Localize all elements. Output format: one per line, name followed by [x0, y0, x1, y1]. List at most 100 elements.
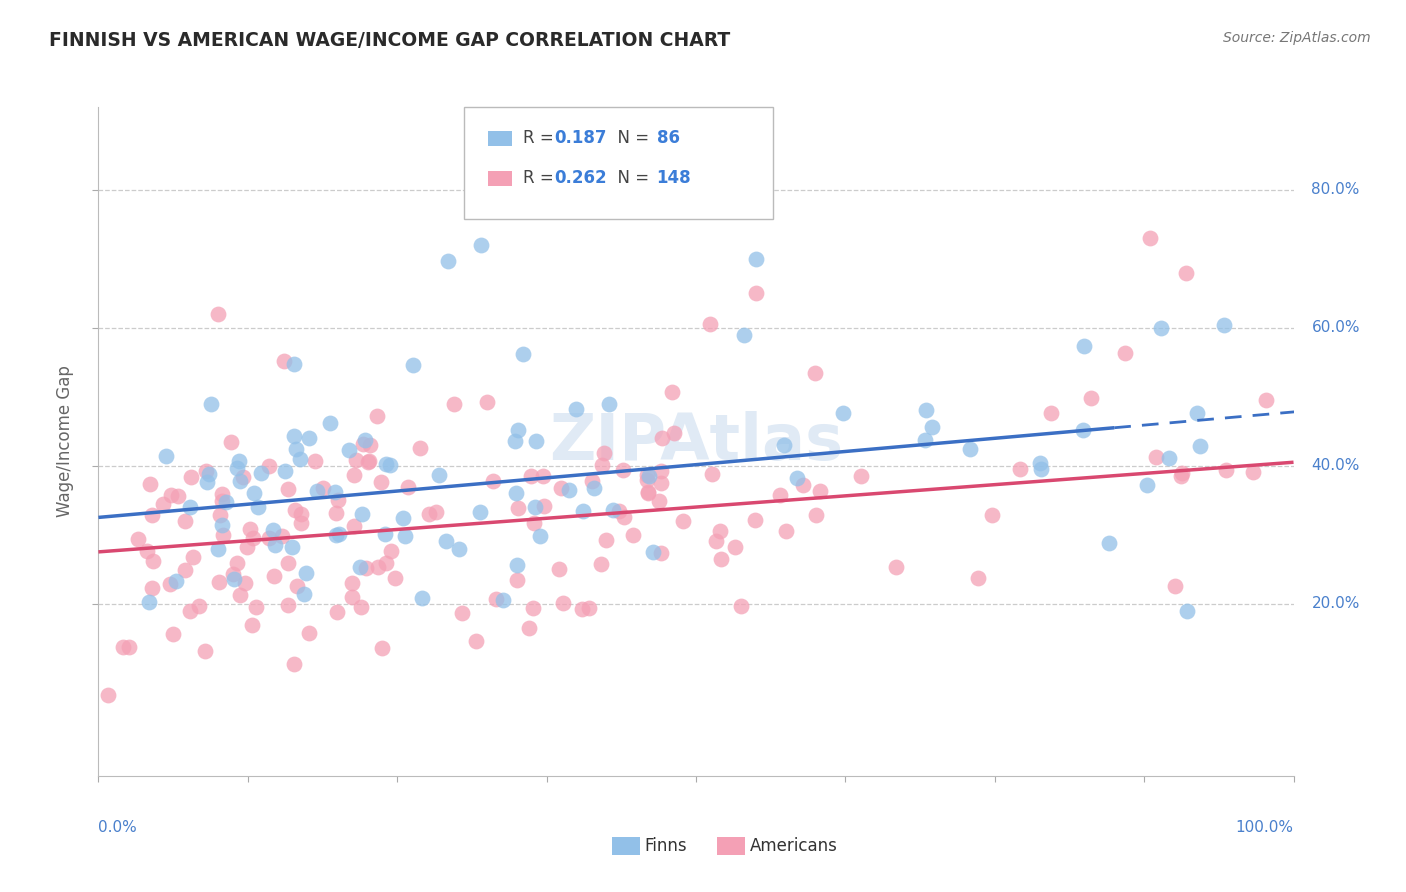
Point	[1215, 463, 1237, 477]
Point	[138, 595, 160, 609]
Point	[337, 442, 360, 457]
Point	[380, 544, 402, 558]
Point	[418, 508, 440, 522]
Point	[359, 453, 381, 467]
Point	[325, 506, 347, 520]
Point	[242, 531, 264, 545]
Text: 0.0%: 0.0%	[98, 820, 138, 835]
Point	[1185, 406, 1208, 420]
Point	[325, 605, 347, 619]
Point	[571, 602, 593, 616]
Point	[1080, 391, 1102, 405]
Point	[240, 617, 263, 632]
Point	[808, 484, 831, 499]
Text: R =: R =	[523, 169, 560, 187]
Point	[162, 627, 184, 641]
Point	[744, 513, 766, 527]
Text: Source: ZipAtlas.com: Source: ZipAtlas.com	[1223, 31, 1371, 45]
Point	[222, 572, 245, 586]
Point	[194, 644, 217, 658]
Point	[226, 461, 249, 475]
Point	[637, 486, 659, 500]
Point	[437, 253, 460, 268]
Point	[155, 449, 177, 463]
Point	[572, 504, 595, 518]
Point	[661, 384, 683, 399]
Text: 0.187: 0.187	[554, 129, 606, 147]
Text: 100.0%: 100.0%	[1236, 820, 1294, 835]
Point	[359, 438, 381, 452]
Point	[831, 406, 853, 420]
Point	[250, 467, 273, 481]
Point	[323, 484, 346, 499]
Point	[1139, 231, 1161, 245]
Text: 60.0%: 60.0%	[1312, 320, 1360, 335]
Point	[207, 307, 229, 321]
Point	[637, 468, 659, 483]
Point	[325, 528, 347, 542]
Point	[1114, 345, 1136, 359]
Point	[219, 435, 242, 450]
Point	[394, 529, 416, 543]
Point	[1098, 535, 1121, 549]
Point	[506, 558, 529, 572]
Point	[195, 475, 218, 489]
Point	[284, 502, 307, 516]
Point	[370, 641, 392, 656]
Point	[165, 574, 187, 588]
Point	[733, 328, 755, 343]
Point	[485, 591, 508, 606]
Point	[650, 464, 672, 478]
Point	[595, 533, 617, 547]
Point	[277, 556, 299, 570]
Point	[402, 358, 425, 372]
Point	[648, 494, 671, 508]
Point	[592, 445, 614, 459]
Point	[259, 531, 281, 545]
Text: R =: R =	[523, 129, 560, 147]
Point	[228, 474, 250, 488]
Point	[447, 541, 470, 556]
Point	[304, 454, 326, 468]
Point	[1136, 478, 1159, 492]
Point	[884, 559, 907, 574]
Point	[141, 581, 163, 595]
Point	[775, 524, 797, 538]
Point	[375, 457, 398, 471]
Point	[492, 593, 515, 607]
Point	[211, 486, 233, 500]
Point	[517, 621, 540, 635]
Point	[792, 477, 814, 491]
Point	[370, 475, 392, 490]
Point	[531, 468, 554, 483]
Point	[650, 476, 672, 491]
Text: 20.0%: 20.0%	[1312, 596, 1360, 611]
Point	[1175, 604, 1198, 618]
Point	[914, 434, 936, 448]
Point	[211, 493, 233, 508]
Point	[704, 534, 727, 549]
Point	[602, 503, 624, 517]
Point	[245, 600, 267, 615]
Point	[558, 483, 581, 497]
Point	[523, 516, 546, 530]
Point	[641, 545, 664, 559]
Point	[292, 587, 315, 601]
Point	[710, 552, 733, 566]
Point	[1170, 466, 1192, 480]
Point	[772, 438, 794, 452]
Point	[1071, 423, 1094, 437]
Point	[350, 507, 373, 521]
Point	[849, 469, 872, 483]
Point	[232, 470, 254, 484]
Point	[1039, 406, 1062, 420]
Point	[806, 508, 828, 522]
Point	[581, 474, 603, 488]
Point	[391, 511, 413, 525]
Point	[512, 347, 534, 361]
Point	[522, 600, 544, 615]
Point	[290, 516, 312, 531]
Point	[745, 252, 768, 266]
Point	[980, 508, 1002, 522]
Text: ZIPAtlas: ZIPAtlas	[548, 410, 844, 473]
